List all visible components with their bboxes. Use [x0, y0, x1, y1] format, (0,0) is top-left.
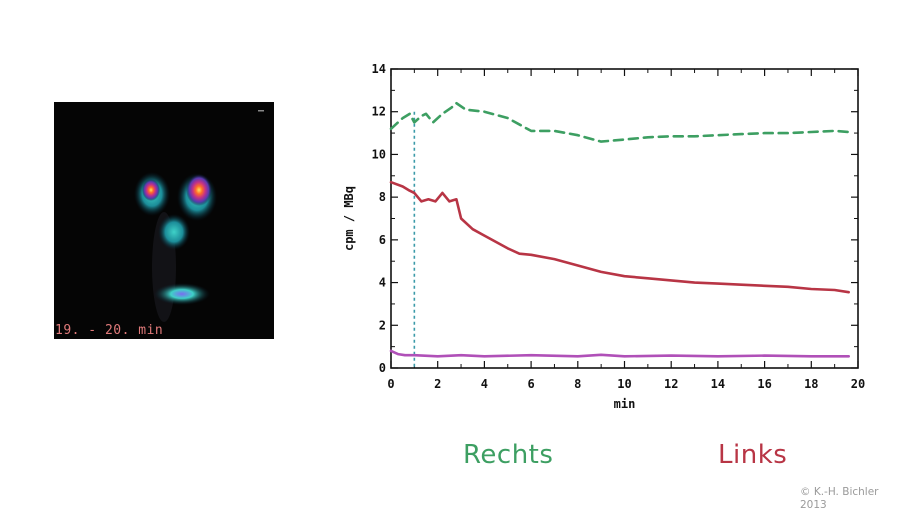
- renogram-chart: 0 2 4 6 8 10 12 14 16 18 20 0 2 4 6 8 10 12 14 min cpm / …: [342, 62, 865, 411]
- y-tick-label: 0: [379, 361, 386, 375]
- series-line-baseline: [389, 349, 850, 358]
- x-tick-label: 8: [574, 377, 581, 391]
- scan-graphic: [134, 110, 264, 322]
- legend-links: Links: [718, 440, 788, 470]
- x-tick-label: 4: [481, 377, 488, 391]
- y-axis-title: cpm / MBq: [342, 186, 356, 251]
- series-line-links: [389, 180, 850, 294]
- y-tick-labels: 0 2 4 6 8 10 12 14: [372, 62, 386, 375]
- y-tick-label: 2: [379, 318, 386, 332]
- x-tick-label: 10: [617, 377, 631, 391]
- hot-spot-left: [142, 179, 160, 201]
- x-tick-label: 12: [664, 377, 678, 391]
- legend-rechts: Rechts: [463, 440, 554, 470]
- x-tick-label: 2: [434, 377, 441, 391]
- x-tick-label: 16: [757, 377, 771, 391]
- scan-caption: 19. - 20. min: [55, 323, 164, 338]
- x-axis-title: min: [614, 397, 636, 411]
- lower-blob: [154, 283, 210, 305]
- series-layer: [389, 101, 850, 358]
- axis-ticks: [390, 68, 859, 369]
- renal-scan-image: 19. - 20. min: [54, 102, 274, 339]
- x-tick-label: 18: [804, 377, 818, 391]
- x-tick-label: 0: [387, 377, 394, 391]
- x-tick-labels: 0 2 4 6 8 10 12 14 16 18 20: [387, 377, 865, 391]
- bladder-blob: [158, 214, 190, 250]
- x-tick-label: 20: [851, 377, 865, 391]
- x-tick-label: 14: [711, 377, 725, 391]
- y-tick-label: 8: [379, 190, 386, 204]
- y-tick-label: 6: [379, 233, 386, 247]
- y-tick-label: 14: [372, 62, 386, 76]
- hot-spot-right: [186, 174, 212, 206]
- series-line-rechts: [389, 101, 850, 143]
- copyright-notice: © K.-H. Bichler 2013: [800, 486, 879, 511]
- y-tick-label: 4: [379, 276, 386, 290]
- x-tick-label: 6: [527, 377, 534, 391]
- y-tick-label: 10: [372, 147, 386, 161]
- y-tick-label: 12: [372, 105, 386, 119]
